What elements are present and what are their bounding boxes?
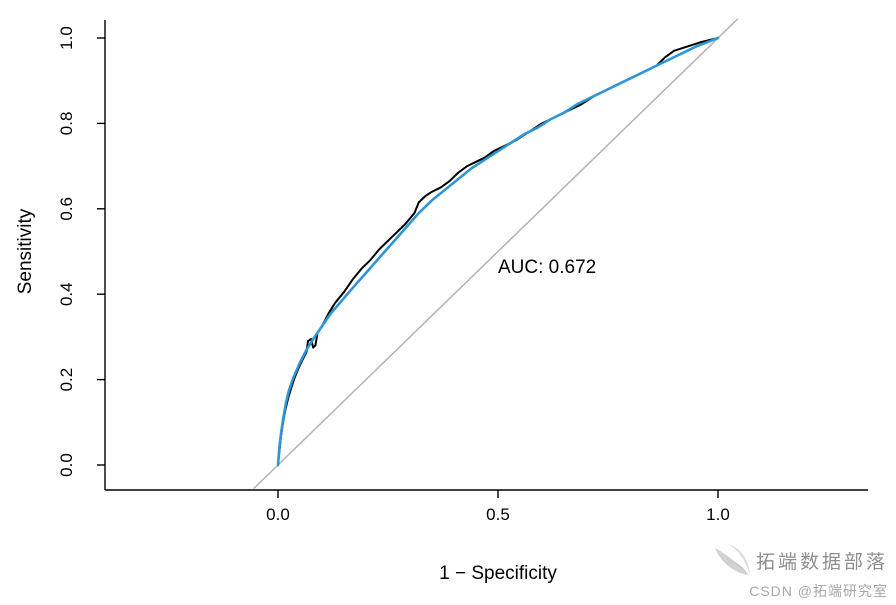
x-tick-label: 0.0: [266, 505, 290, 524]
chance-diagonal-line: [253, 18, 739, 490]
y-tick-label: 0.6: [57, 197, 76, 221]
y-tick-label: 0.0: [57, 453, 76, 477]
x-tick-label: 0.5: [486, 505, 510, 524]
y-tick-label: 0.2: [57, 368, 76, 392]
y-axis-title: Sensitivity: [15, 208, 36, 294]
y-tick-label: 0.8: [57, 112, 76, 136]
smoothed-roc-curve: [276, 36, 720, 467]
x-axis-title: 1 − Specificity: [439, 563, 557, 584]
y-tick-label: 0.4: [57, 282, 76, 306]
x-tick-label: 1.0: [706, 505, 730, 524]
auc-annotation: AUC: 0.672: [498, 257, 596, 278]
y-tick-label: 1.0: [57, 26, 76, 50]
